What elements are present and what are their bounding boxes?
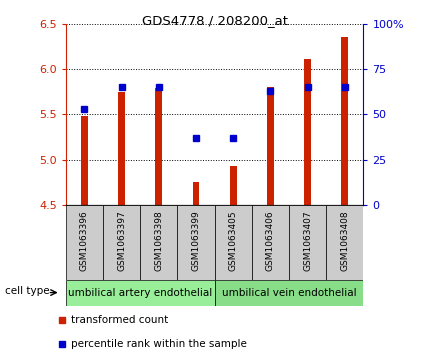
Bar [66, 280, 215, 306]
Text: GSM1063398: GSM1063398 [154, 211, 163, 271]
Text: GSM1063399: GSM1063399 [192, 211, 201, 271]
Bar [304, 59, 311, 205]
Bar [118, 91, 125, 205]
Text: GDS4778 / 208200_at: GDS4778 / 208200_at [142, 15, 288, 28]
Text: GSM1063408: GSM1063408 [340, 211, 349, 271]
Bar [140, 205, 178, 280]
Text: GSM1063407: GSM1063407 [303, 211, 312, 271]
Text: GSM1063406: GSM1063406 [266, 211, 275, 271]
Bar [289, 205, 326, 280]
Text: umbilical vein endothelial: umbilical vein endothelial [222, 287, 356, 298]
Text: GSM1063405: GSM1063405 [229, 211, 238, 271]
Bar [193, 182, 199, 205]
Text: transformed count: transformed count [71, 315, 168, 325]
Bar [341, 37, 348, 205]
Bar [326, 205, 363, 280]
Bar [66, 205, 103, 280]
Text: cell type: cell type [5, 286, 50, 296]
Bar [267, 87, 274, 205]
Bar [81, 116, 88, 205]
Bar [178, 205, 215, 280]
Bar [252, 205, 289, 280]
Bar [215, 280, 363, 306]
Bar [103, 205, 140, 280]
Text: percentile rank within the sample: percentile rank within the sample [71, 339, 247, 349]
Bar [230, 166, 237, 205]
Text: umbilical artery endothelial: umbilical artery endothelial [68, 287, 212, 298]
Text: GSM1063397: GSM1063397 [117, 211, 126, 271]
Text: GSM1063396: GSM1063396 [80, 211, 89, 271]
Bar [156, 88, 162, 205]
Bar [215, 205, 252, 280]
